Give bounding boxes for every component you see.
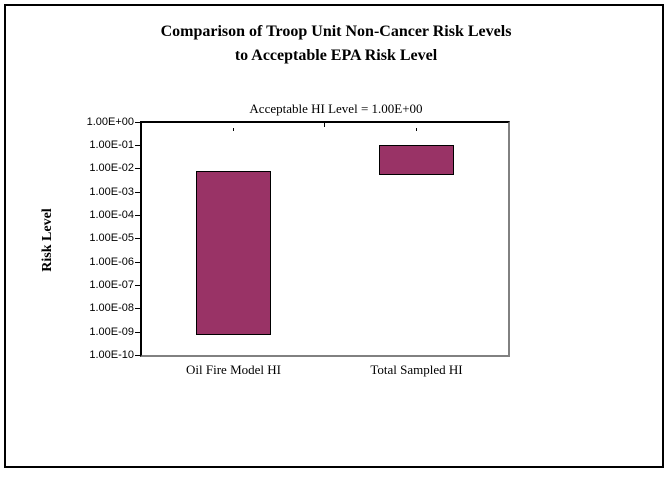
y-axis-tick-mark [135,191,140,193]
y-axis-tick-label: 1.00E-01 [89,138,134,151]
y-axis-title: Risk Level [40,208,55,272]
y-axis-tick-mark [135,261,140,263]
x-axis-category-label: Total Sampled HI [370,362,463,377]
y-axis-tick-label: 1.00E-07 [89,278,134,291]
y-axis-tick-label: 1.00E-03 [89,185,134,198]
y-axis-tick-mark [135,144,140,146]
y-axis-tick-mark [135,238,140,240]
acceptable-level-annotation: Acceptable HI Level = 1.00E+00 [249,101,423,116]
chart-bar-total-sampled-hi [379,145,454,176]
plot-area [140,121,510,357]
y-axis-tick-label: 1.00E-06 [89,255,134,268]
y-axis-tick-mark [135,355,140,356]
y-axis-tick-label: 1.00E-02 [89,162,134,175]
y-axis-tick-mark [135,214,140,216]
y-axis-tick-mark [135,308,140,310]
y-axis-tick-mark [135,168,140,170]
chart-title-line2: to Acceptable EPA Risk Level [234,47,438,64]
category-axis-tick-mark [232,128,234,131]
y-axis-tick-label: 1.00E+00 [86,115,134,128]
y-axis-tick-label: 1.00E-05 [89,232,134,245]
chart-title: Comparison of Troop Unit Non-Cancer Risk… [0,20,672,68]
chart-bar-oil-fire-model-hi [196,171,271,336]
y-axis-tick-label: 1.00E-04 [89,208,134,221]
x-axis-category-label: Oil Fire Model HI [186,362,281,377]
category-axis-boundary-tick [324,123,325,127]
y-axis-tick-label: 1.00E-08 [89,302,134,315]
chart-title-line1: Comparison of Troop Unit Non-Cancer Risk… [160,23,512,40]
y-axis-tick-mark [135,284,140,286]
y-axis-tick-mark [135,331,140,333]
category-axis-tick-mark [415,128,417,131]
y-axis-tick-mark [135,121,140,123]
y-axis-tick-label: 1.00E-09 [89,325,134,338]
y-axis-tick-label: 1.00E-10 [89,349,134,361]
